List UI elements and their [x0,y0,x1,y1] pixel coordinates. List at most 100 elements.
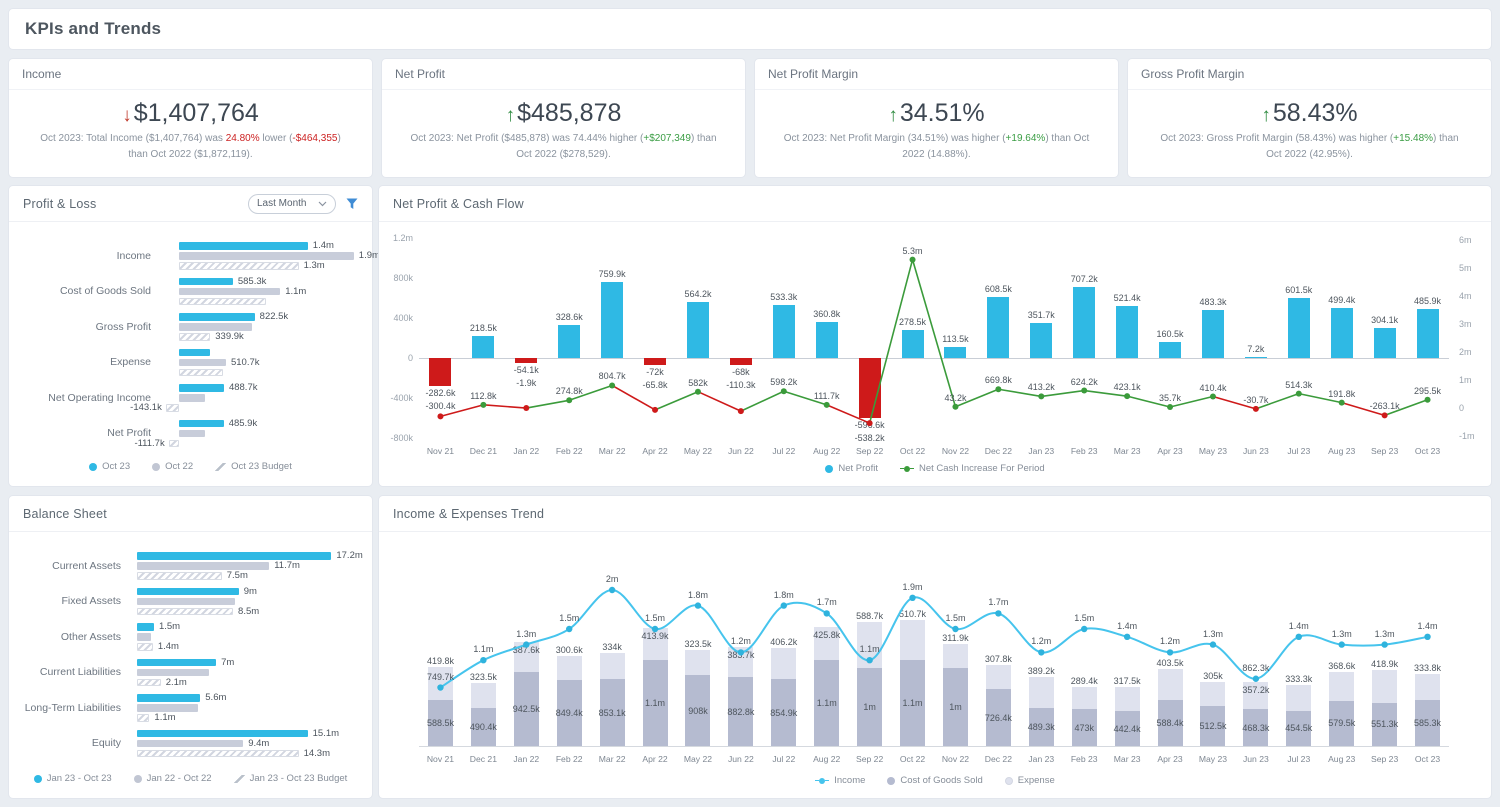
row-bars: 585.3k 1.1m [163,276,366,305]
expense-value: 307.8k [984,654,1012,665]
bar-value: 1.9m [358,250,380,261]
bar-value: -282.6k [425,388,456,399]
left-axis-tick: 800k [393,273,413,283]
legend-item[interactable]: Net Profit [825,463,878,474]
expense-value: 305k [1203,671,1223,682]
row-bars: 1.5m 1.4m [133,621,366,652]
balance-sheet-chart: Current Assets 17.2m 11.7m 7.5m Fixed Assets… [15,548,366,766]
income-value: 1.8m [773,589,794,600]
income-value: 1.3m [1202,628,1223,639]
expense-bar-segment [900,620,926,661]
chart-row: Other Assets 1.5m 1.4m [15,619,366,655]
legend-item[interactable]: Oct 22 [152,461,193,472]
profit-loss-legend: Oct 23 Oct 22 Oct 23 Budget [9,461,372,472]
legend-item[interactable]: Expense [1004,775,1055,786]
income-value: 1.5m [645,613,666,623]
income-value: 1.3m [1331,628,1352,639]
cogs-value: 1.1m [816,698,837,709]
bar [137,714,150,722]
chart-row: Current Liabilities 7m 2.1m [15,655,366,691]
left-axis-tick: 0 [407,353,413,363]
income-expenses-panel: Income & Expenses Trend 588.5k 419.8k Nov … [378,495,1492,799]
bar-value: 1.1m [285,285,307,297]
cogs-bar-segment [1372,702,1398,746]
line-value: 514.3k [1285,379,1313,390]
net-profit-bar [644,358,667,366]
line-point [1038,649,1045,656]
legend-item[interactable]: Net Cash Increase For Period [899,463,1045,474]
line-value: 804.7k [598,371,626,382]
balance-sheet-panel: Balance Sheet Current Assets 17.2m 11.7m 7.… [8,495,373,799]
cogs-value: 908k [688,705,708,716]
cogs-bar-segment [1114,711,1140,746]
expense-value: 389.2k [1027,666,1055,677]
line-value: 413.2k [1027,382,1055,393]
line-point [1166,649,1174,656]
legend-hatch-swatch [233,774,245,783]
net-profit-bar [987,297,1010,358]
line-point [652,406,659,413]
x-axis-label: Jan 23 [1028,754,1055,764]
bar-value: 1.3m [303,260,325,271]
period-dropdown[interactable]: Last Month [248,193,336,214]
bar [179,419,224,427]
cogs-value: 454.5k [1285,723,1313,734]
expense-bar-segment [1286,684,1312,711]
cash-flow-legend: Net Profit Net Cash Increase For Period [379,463,1491,474]
bar-value: 7m [221,656,235,668]
kpi-card-net-profit: Net Profit ↑$485,878 Oct 2023: Net Profi… [381,58,746,178]
kpi-desc-part: ) than Oct 2022 ($1,872,119). [128,133,341,160]
x-axis-label: Mar 23 [1113,446,1141,456]
legend-item[interactable]: Jan 23 - Oct 23 Budget [233,773,347,784]
legend-item[interactable]: Jan 23 - Oct 23 [33,773,112,784]
x-axis-label: May 23 [1198,754,1228,764]
bar [179,333,211,341]
bar-value: 488.7k [228,382,258,393]
income-value: 1.3m [1374,628,1395,639]
kpi-desc-part: Oct 2023: Net Profit Margin (34.51%) was… [783,133,1006,144]
x-axis-label: Jan 22 [513,446,540,456]
expense-value: 406.2k [770,636,798,647]
expense-value: 317.5k [1113,675,1141,686]
income-expenses-chart: 588.5k 419.8k Nov 21 490.4k 323.5k Dec 21 942.… [419,556,1449,764]
legend-item[interactable]: Jan 22 - Oct 22 [133,773,212,784]
kpi-card-gross-profit-margin: Gross Profit Margin ↑58.43% Oct 2023: Gr… [1127,58,1492,178]
bar [179,252,354,260]
bar [179,287,281,295]
cogs-bar-segment [900,660,926,746]
net-profit-bar [558,325,581,358]
chart-row: Cost of Goods Sold 585.3k 1.1m [15,274,366,310]
expense-bar-segment [556,656,582,680]
net-profit-bar [1244,357,1267,358]
filter-icon[interactable] [346,198,358,210]
cogs-bar-segment [1286,710,1312,746]
line-value: 112.8k [470,390,497,401]
x-axis-label: Oct 22 [899,754,926,764]
bar [168,439,179,447]
income-value: 1.2m [1031,636,1052,647]
net-profit-bar [472,336,495,358]
expense-value: 300.6k [555,645,583,656]
chart-row: Equity 15.1m 9.4m 14.3m [15,726,366,762]
legend-dot [33,774,42,783]
expense-bar-segment [1415,674,1441,701]
line-point [651,625,659,633]
expense-bar-segment [1157,668,1183,701]
legend-item[interactable]: Oct 23 Budget [215,461,292,472]
cogs-value: 1.1m [645,698,666,709]
line-point [609,382,616,389]
cogs-value: 1m [949,702,962,712]
row-label: Net Operating Income [48,391,151,404]
legend-item[interactable]: Income [815,775,865,786]
legend-item[interactable]: Cost of Goods Sold [887,775,983,786]
bar-value: 8.5m [238,605,260,617]
bar-value: -143.1k [130,402,162,413]
cogs-value: 942.5k [512,704,540,715]
right-axis-tick: -1m [1459,431,1475,441]
line-point [1252,405,1259,412]
legend-item[interactable]: Oct 23 [89,461,130,472]
x-axis-label: Apr 22 [642,446,668,456]
cogs-value: 849.4k [555,707,583,718]
bar-value: 533.3k [770,291,798,302]
x-axis-label: Dec 22 [984,754,1012,764]
